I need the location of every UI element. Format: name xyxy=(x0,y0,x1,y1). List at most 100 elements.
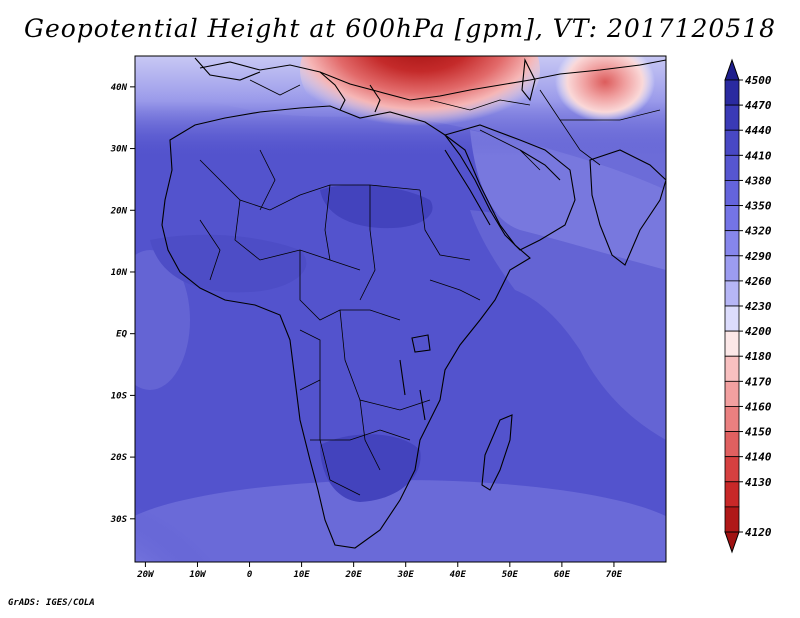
border-3 xyxy=(324,184,331,261)
colorbar-label: 4150 xyxy=(745,426,772,439)
colorbar-swatch xyxy=(724,104,740,131)
colorbar-label: 4260 xyxy=(745,275,772,288)
lat-tick-label: 20N xyxy=(110,206,128,216)
colorbar-label: 4440 xyxy=(745,124,772,137)
colorbar-label: 4200 xyxy=(745,325,772,338)
colorbar-label: 4170 xyxy=(745,375,772,388)
caspian-coastline xyxy=(521,58,536,102)
colorbar-label: 4410 xyxy=(745,149,772,162)
colorbar-label: 4470 xyxy=(745,99,772,112)
lat-tick-label: 30S xyxy=(110,515,128,525)
lon-tick-label: 70E xyxy=(606,570,623,580)
colorbar-swatch xyxy=(724,154,740,181)
iberia-coastline xyxy=(194,57,261,81)
colorbar-label: 4180 xyxy=(745,350,772,363)
colorbar-swatch xyxy=(724,205,740,232)
border-15 xyxy=(479,129,541,171)
colorbar-swatch xyxy=(724,456,740,483)
colorbar-swatch xyxy=(724,230,740,257)
border-4 xyxy=(359,185,376,301)
italy-coastline xyxy=(319,71,346,111)
map-title: Geopotential Height at 600hPa [gpm], VT:… xyxy=(23,14,777,43)
colorbar-label: 4140 xyxy=(745,451,772,464)
border-11 xyxy=(359,399,381,471)
colorbar-label: 4120 xyxy=(745,526,772,539)
border-9 xyxy=(310,429,411,441)
lake-victoria xyxy=(411,334,431,353)
field-arabia-light xyxy=(470,130,666,270)
coastlines xyxy=(161,57,666,549)
colorbar-swatch xyxy=(724,380,740,407)
border-5 xyxy=(419,189,471,261)
colorbar-swatch xyxy=(724,305,740,332)
lon-tick-label: 30E xyxy=(397,570,415,580)
colorbar-top-arrow xyxy=(724,58,740,81)
red-sea xyxy=(444,149,491,226)
longitude-axis: 20W 10W 0 10E 20E 30E 40E 50E 60E 70E xyxy=(136,562,623,580)
field-westafrica-deep xyxy=(150,234,307,293)
lat-tick-label: 30N xyxy=(110,145,128,155)
country-borders xyxy=(199,79,661,496)
colorbar-label: 4380 xyxy=(745,174,772,187)
field-asia-trough xyxy=(555,56,655,122)
lon-tick-label: 20E xyxy=(345,570,363,580)
colorbar-label: 4130 xyxy=(745,476,772,489)
field-shading xyxy=(135,56,666,562)
border-17 xyxy=(560,109,661,121)
lat-tick-label: 10N xyxy=(111,268,128,278)
border-14 xyxy=(199,219,221,281)
india-coastline xyxy=(589,149,666,266)
colorbar-swatch xyxy=(724,330,740,357)
lat-tick-label: 10S xyxy=(111,391,128,401)
border-2 xyxy=(234,199,361,271)
lon-tick-label: 60E xyxy=(554,570,571,580)
colorbar-label: 4320 xyxy=(745,225,772,238)
colorbar-label: 4230 xyxy=(745,300,772,313)
field-east-light xyxy=(470,210,666,440)
colorbar-swatch xyxy=(724,79,740,106)
field-southwest-low xyxy=(135,482,245,562)
lat-tick-label: 40N xyxy=(111,83,128,93)
border-10 xyxy=(319,380,361,496)
lake-malawi xyxy=(419,389,426,421)
colorbar-swatch xyxy=(724,255,740,282)
colorbar-label: 4160 xyxy=(745,400,772,413)
colorbar-swatch xyxy=(724,180,740,206)
colorbar-swatch xyxy=(724,129,740,156)
persian-gulf xyxy=(519,149,561,181)
africa-coastline xyxy=(161,105,531,549)
border-13 xyxy=(259,149,276,211)
border-19 xyxy=(249,79,301,96)
colorbar-swatch xyxy=(724,355,740,382)
latitude-axis: 40N 30N 20N 10N EQ 10S 20S 30S xyxy=(110,83,135,525)
lake-tanganyika xyxy=(399,359,406,396)
field-sahara-deep xyxy=(320,184,433,229)
lon-tick-label: 20W xyxy=(136,570,155,580)
colorbar-swatch xyxy=(724,280,740,307)
colorbar-swatch xyxy=(724,431,740,458)
colorbar-swatch xyxy=(724,406,740,432)
border-18 xyxy=(429,99,531,111)
colorbar-label: 4290 xyxy=(745,250,772,263)
lat-tick-label: EQ xyxy=(116,330,127,340)
madagascar-coastline xyxy=(481,414,513,491)
lat-tick-label: 20S xyxy=(110,453,128,463)
credit-label: GrADS: IGES/COLA xyxy=(8,598,95,608)
colorbar-swatch xyxy=(724,481,740,508)
lon-tick-label: 50E xyxy=(502,570,519,580)
greece-coastline xyxy=(369,84,381,113)
field-med-trough xyxy=(300,56,540,140)
border-6 xyxy=(299,250,401,321)
colorbar-label: 4350 xyxy=(745,200,772,213)
europe-coastline xyxy=(199,59,666,101)
field-west-light xyxy=(135,250,190,390)
border-8 xyxy=(299,329,321,391)
border-16 xyxy=(539,89,601,166)
lon-tick-label: 0 xyxy=(247,570,253,580)
plot-frame xyxy=(134,55,667,563)
field-south-light xyxy=(135,480,666,562)
arabia-coastline xyxy=(444,124,576,251)
border-12 xyxy=(429,279,481,301)
colorbar-swatch xyxy=(724,506,740,533)
